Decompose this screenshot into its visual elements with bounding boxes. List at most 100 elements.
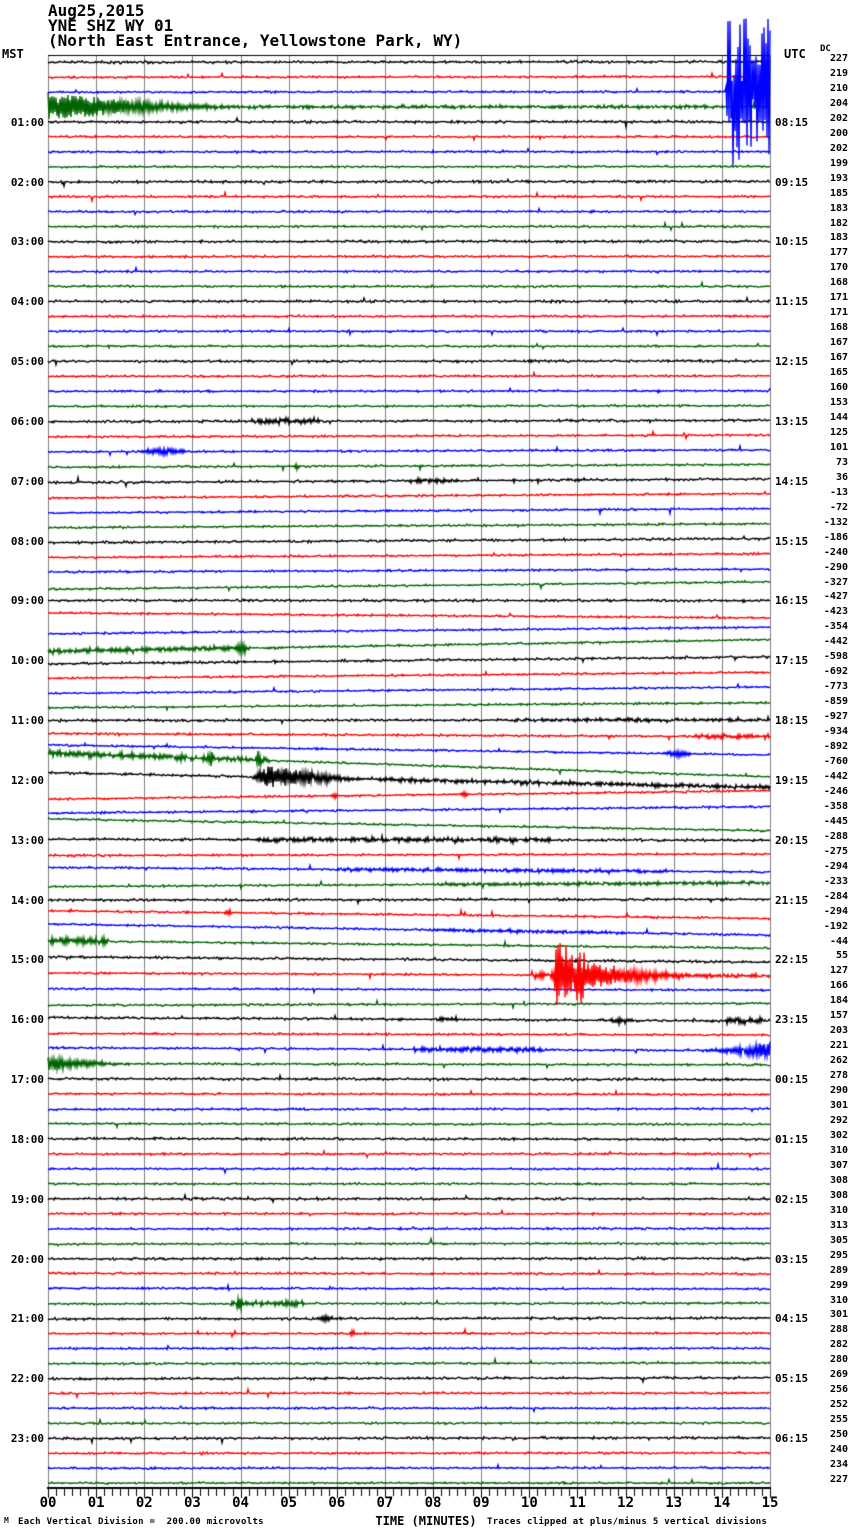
footer-scale-note: Each Vertical Division = 200.00 microvol… bbox=[18, 1517, 264, 1527]
dc-value: 144 bbox=[829, 411, 848, 423]
mst-label: 16:00 bbox=[10, 1013, 44, 1027]
dc-value: 262 bbox=[829, 1055, 848, 1067]
dc-value: 168 bbox=[829, 277, 848, 289]
utc-label: 14:15 bbox=[775, 474, 809, 488]
dc-value: 290 bbox=[829, 1085, 848, 1097]
x-tick-label: 02 bbox=[135, 1495, 153, 1511]
dc-value: 153 bbox=[829, 397, 848, 409]
dc-value: 167 bbox=[829, 337, 848, 349]
dc-value: -927 bbox=[823, 711, 848, 723]
mst-label: 14:00 bbox=[10, 893, 44, 907]
utc-label: 16:15 bbox=[775, 594, 809, 608]
dc-value: 250 bbox=[829, 1429, 848, 1441]
dc-value: 234 bbox=[829, 1459, 848, 1471]
dc-value: 204 bbox=[829, 97, 848, 109]
dc-value: 289 bbox=[829, 1264, 848, 1276]
x-tick-label: 06 bbox=[328, 1495, 346, 1511]
left-axis-header: MST bbox=[2, 47, 24, 61]
utc-label: 17:15 bbox=[775, 654, 809, 668]
mst-label: 17:00 bbox=[10, 1073, 44, 1087]
x-tick-label: 01 bbox=[87, 1495, 105, 1511]
mst-label: 03:00 bbox=[10, 235, 44, 249]
dc-value: 171 bbox=[829, 292, 848, 304]
utc-label: 22:15 bbox=[775, 953, 809, 967]
dc-value: -427 bbox=[823, 591, 848, 603]
dc-value: -445 bbox=[823, 815, 848, 827]
mst-label: 22:00 bbox=[10, 1372, 44, 1386]
dc-value: 255 bbox=[829, 1414, 848, 1426]
dc-value: 73 bbox=[835, 456, 848, 468]
footer-clip-note: Traces clipped at plus/minus 5 vertical … bbox=[487, 1517, 768, 1527]
mst-label: 05:00 bbox=[10, 355, 44, 369]
dc-value: -598 bbox=[823, 651, 848, 663]
dc-value: 171 bbox=[829, 307, 848, 319]
dc-value: 210 bbox=[829, 82, 848, 94]
mst-label: 20:00 bbox=[10, 1252, 44, 1266]
dc-value: 288 bbox=[829, 1324, 848, 1336]
dc-value: -692 bbox=[823, 666, 848, 678]
mst-label: 06:00 bbox=[10, 414, 44, 428]
dc-value: 221 bbox=[829, 1040, 848, 1052]
x-tick-label: 03 bbox=[183, 1495, 201, 1511]
dc-value: 240 bbox=[829, 1444, 848, 1456]
mst-label: 23:00 bbox=[10, 1432, 44, 1446]
utc-label: 21:15 bbox=[775, 893, 809, 907]
x-tick-label: 11 bbox=[569, 1495, 586, 1511]
utc-label: 01:15 bbox=[775, 1132, 809, 1146]
dc-value: 168 bbox=[829, 322, 848, 334]
mst-label: 13:00 bbox=[10, 833, 44, 847]
dc-value: -72 bbox=[829, 501, 848, 513]
dc-value: 292 bbox=[829, 1115, 848, 1126]
mst-label: 11:00 bbox=[10, 714, 44, 728]
utc-label: 06:15 bbox=[775, 1432, 809, 1446]
mst-label: 04:00 bbox=[10, 295, 44, 309]
dc-value: 160 bbox=[829, 382, 848, 394]
dc-value: 305 bbox=[829, 1234, 848, 1246]
dc-value: -44 bbox=[829, 935, 848, 947]
dc-value: 185 bbox=[829, 187, 848, 199]
utc-label: 15:15 bbox=[775, 534, 809, 548]
utc-label: 09:15 bbox=[775, 175, 809, 189]
x-axis-title: TIME (MINUTES) bbox=[375, 1514, 477, 1528]
mst-label: 08:00 bbox=[10, 534, 44, 548]
dc-value: 182 bbox=[829, 217, 848, 229]
dc-value: 183 bbox=[829, 232, 848, 244]
dc-value: 310 bbox=[829, 1294, 848, 1306]
utc-label: 20:15 bbox=[775, 833, 809, 847]
dc-value: -859 bbox=[823, 696, 848, 708]
dc-value: 167 bbox=[829, 352, 848, 364]
x-tick-label: 10 bbox=[520, 1495, 538, 1511]
mst-label: 15:00 bbox=[10, 953, 44, 967]
dc-value: -760 bbox=[823, 756, 848, 768]
dc-column-header: DC bbox=[820, 44, 831, 54]
dc-value: -773 bbox=[823, 681, 848, 693]
utc-label: 03:15 bbox=[775, 1252, 809, 1266]
mst-label: 01:00 bbox=[10, 115, 44, 129]
mst-label: 07:00 bbox=[10, 474, 44, 488]
dc-value: 307 bbox=[829, 1159, 848, 1171]
dc-value: 199 bbox=[829, 157, 848, 169]
utc-label: 04:15 bbox=[775, 1312, 809, 1326]
mst-label: 02:00 bbox=[10, 175, 44, 189]
dc-value: 170 bbox=[829, 262, 848, 274]
dc-value: 177 bbox=[829, 247, 848, 259]
dc-value: -288 bbox=[823, 830, 848, 842]
dc-value: 166 bbox=[829, 980, 848, 992]
utc-label: 11:15 bbox=[775, 295, 809, 309]
mst-label: 12:00 bbox=[10, 773, 44, 787]
mst-label: 10:00 bbox=[10, 654, 44, 668]
dc-value: 227 bbox=[829, 53, 848, 64]
dc-value: -354 bbox=[823, 621, 848, 633]
x-tick-label: 04 bbox=[232, 1495, 249, 1511]
dc-value: -892 bbox=[823, 741, 848, 753]
dc-value: 308 bbox=[829, 1189, 848, 1201]
dc-value: 157 bbox=[829, 1010, 848, 1022]
x-tick-label: 12 bbox=[617, 1495, 635, 1511]
utc-label: 18:15 bbox=[775, 714, 809, 728]
dc-value: 256 bbox=[829, 1384, 848, 1396]
dc-value: 252 bbox=[829, 1399, 848, 1411]
dc-value: -233 bbox=[823, 875, 848, 887]
x-tick-label: 00 bbox=[39, 1495, 57, 1511]
dc-value: 308 bbox=[829, 1174, 848, 1186]
